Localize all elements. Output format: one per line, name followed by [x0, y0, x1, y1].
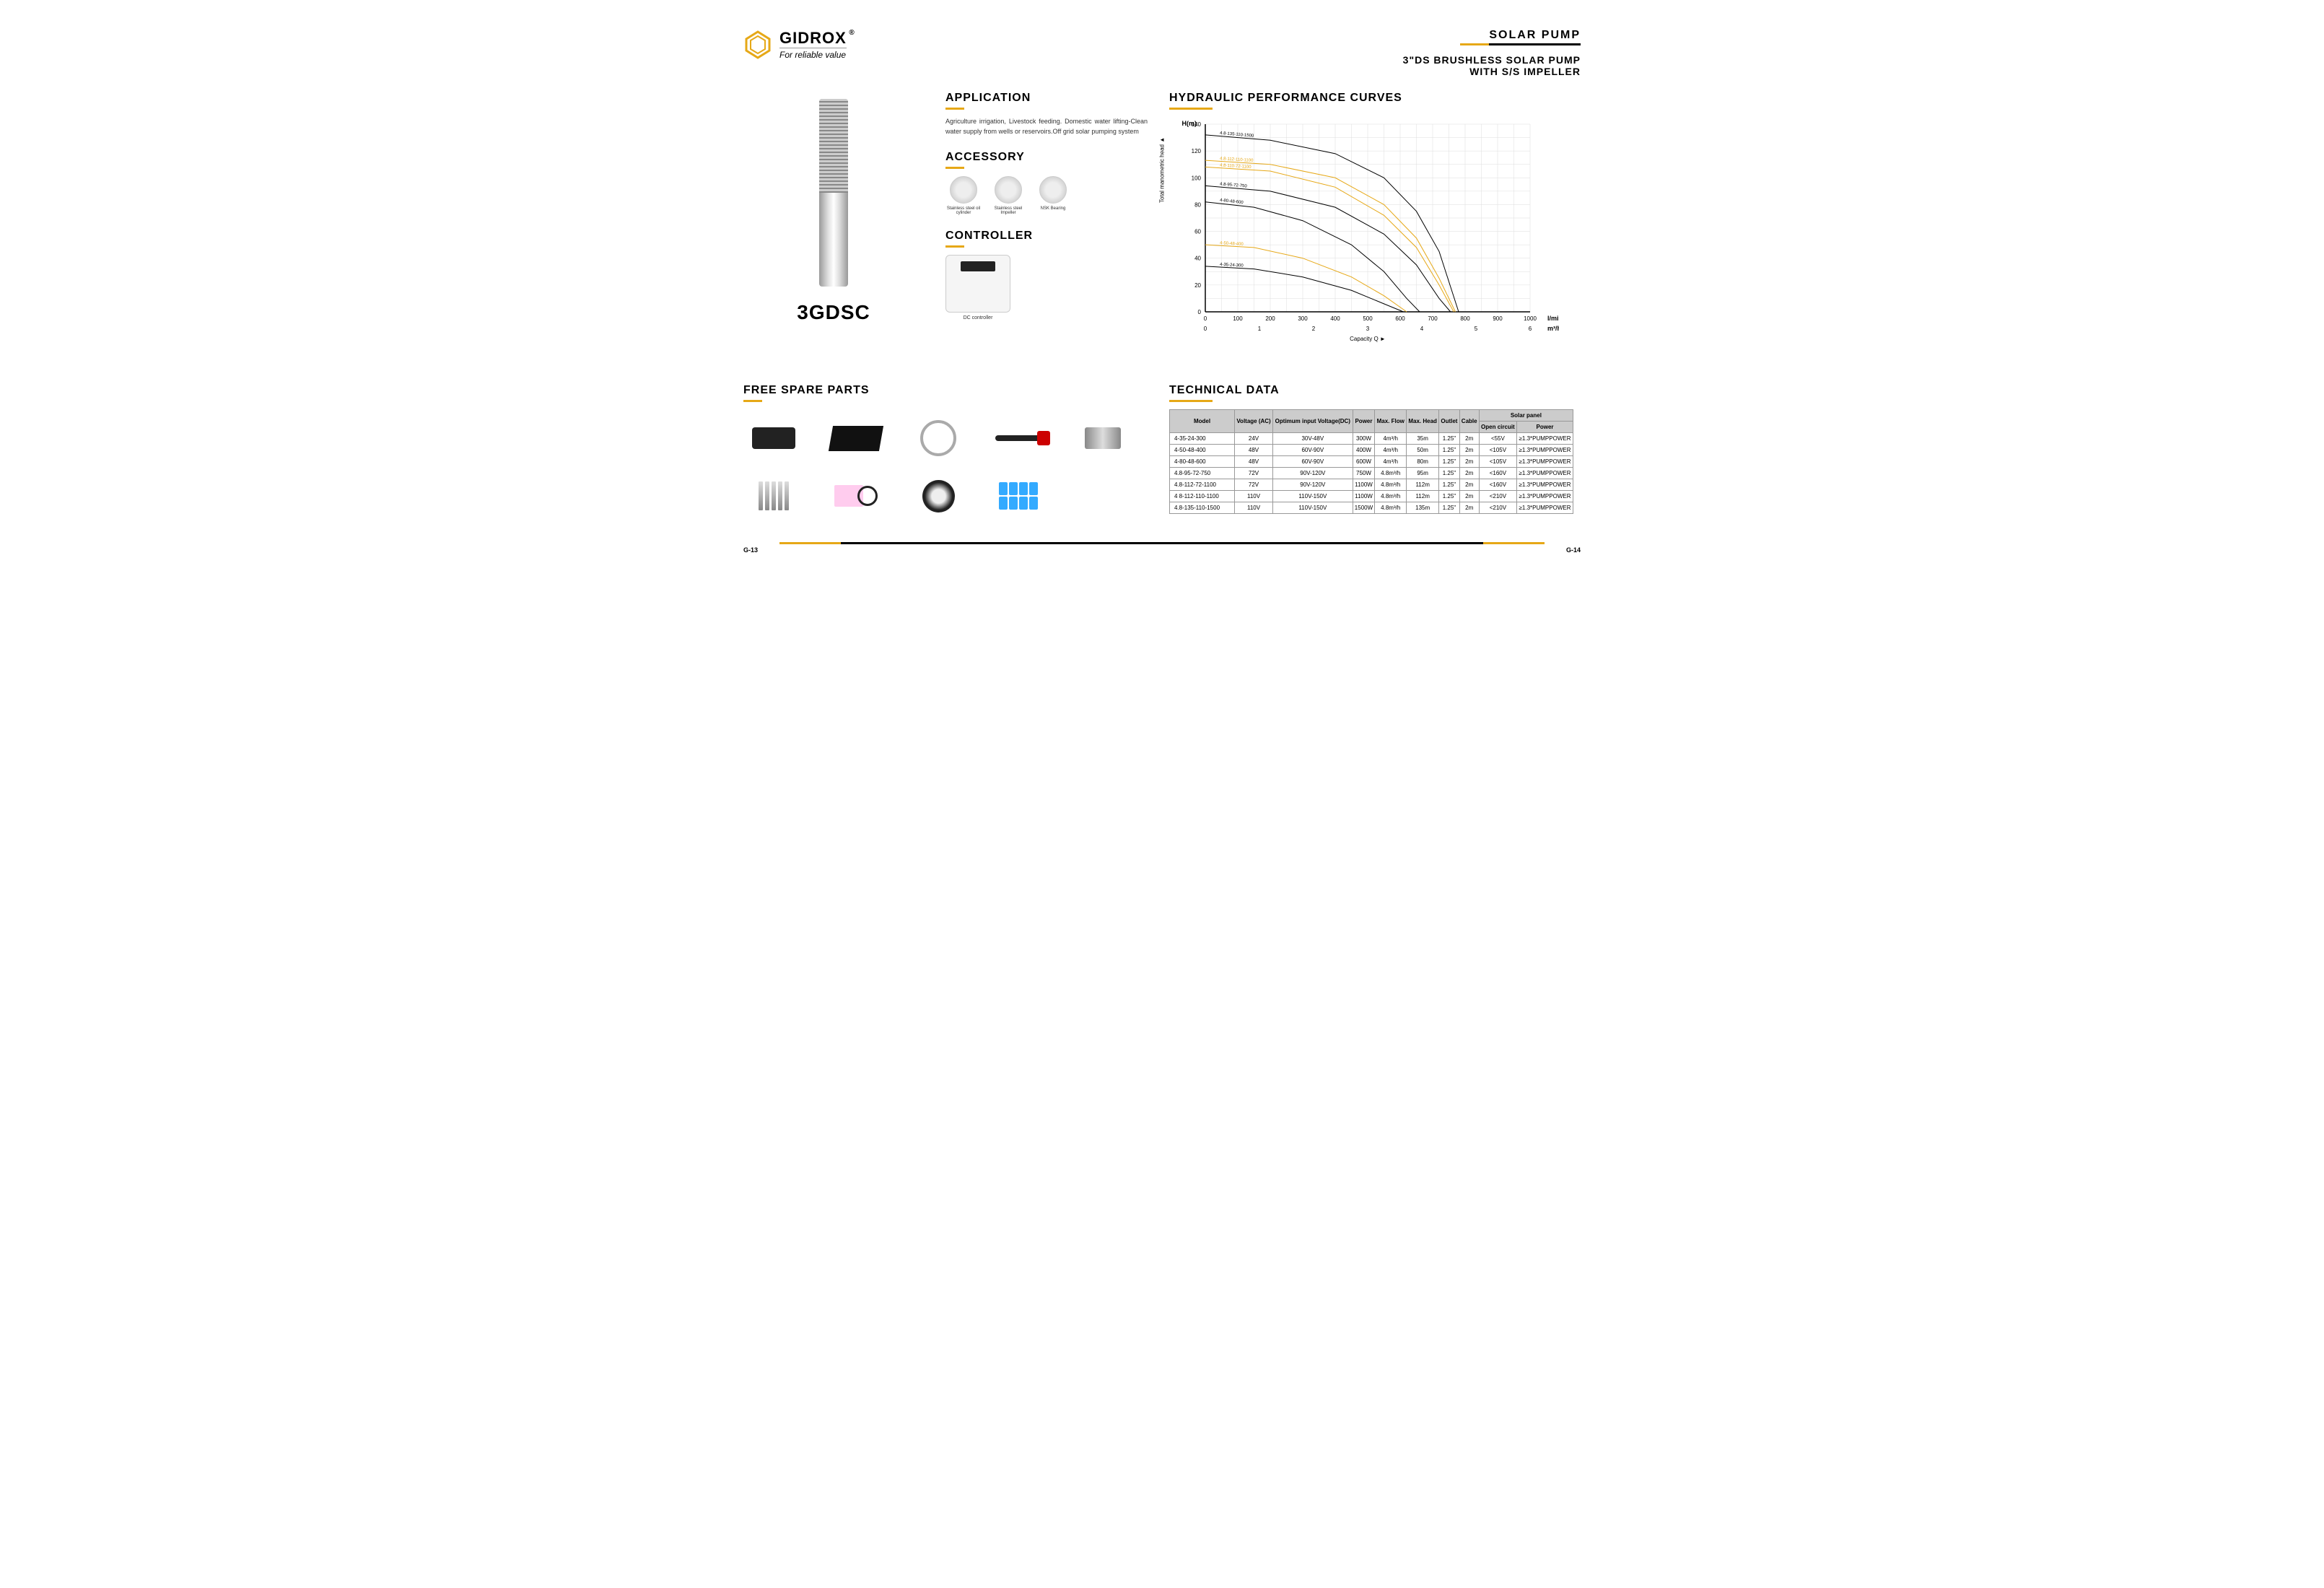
page-number-left: G-13	[743, 546, 758, 554]
spare-part	[995, 435, 1046, 441]
pump-image	[819, 99, 848, 287]
accessory-heading: ACCESSORY	[945, 151, 1148, 164]
performance-chart: Total manometric head ▲ 0204060801001201…	[1169, 117, 1559, 348]
subtitle-2: WITH S/S IMPELLER	[1403, 66, 1581, 77]
svg-text:4: 4	[1420, 326, 1424, 332]
header-right: SOLAR PUMP 3"DS BRUSHLESS SOLAR PUMP WIT…	[1403, 29, 1581, 77]
model-name: 3GDSC	[797, 301, 870, 324]
svg-text:2: 2	[1312, 326, 1316, 332]
svg-text:6: 6	[1529, 326, 1532, 332]
svg-text:900: 900	[1493, 315, 1503, 322]
spare-part	[857, 486, 878, 506]
application-heading: APPLICATION	[945, 92, 1148, 105]
controller-heading: CONTROLLER	[945, 230, 1148, 243]
svg-text:H(m): H(m)	[1182, 120, 1197, 127]
svg-text:0: 0	[1204, 326, 1207, 332]
svg-text:400: 400	[1330, 315, 1340, 322]
svg-text:0: 0	[1198, 309, 1202, 315]
svg-text:600: 600	[1395, 315, 1405, 322]
accessory-icon	[1039, 176, 1067, 204]
controller-label: DC controller	[945, 315, 1010, 320]
technical-data-table: ModelVoltage (AC)Optimum input Voltage(D…	[1169, 409, 1573, 514]
svg-text:700: 700	[1428, 315, 1438, 322]
application-text: Agriculture irrigation, Livestock feedin…	[945, 117, 1148, 136]
spare-part	[999, 482, 1042, 510]
spare-part	[920, 420, 956, 456]
accessory-label: Stainless steel oil cylinder	[945, 206, 982, 215]
svg-text:80: 80	[1194, 201, 1201, 208]
svg-text:500: 500	[1363, 315, 1373, 322]
spare-part	[759, 481, 789, 510]
svg-text:100: 100	[1192, 175, 1202, 181]
subtitle-1: 3"DS BRUSHLESS SOLAR PUMP	[1403, 54, 1581, 66]
svg-text:m³/h: m³/h	[1547, 325, 1559, 332]
spare-part	[922, 480, 955, 512]
controller-image	[945, 255, 1010, 313]
svg-text:0: 0	[1204, 315, 1207, 322]
spare-parts-grid	[743, 416, 1133, 518]
svg-text:1000: 1000	[1524, 315, 1537, 322]
accessory-label: NSK Bearing	[1035, 206, 1071, 211]
svg-text:3: 3	[1366, 326, 1370, 332]
svg-text:1: 1	[1258, 326, 1262, 332]
spare-part	[829, 426, 883, 451]
curves-heading: HYDRAULIC PERFORMANCE CURVES	[1169, 92, 1581, 105]
spare-part	[1085, 427, 1121, 449]
svg-text:40: 40	[1194, 256, 1201, 262]
svg-text:800: 800	[1460, 315, 1470, 322]
logo: GIDROX For reliable value	[743, 29, 847, 60]
svg-text:Capacity Q ►: Capacity Q ►	[1350, 336, 1386, 342]
spare-part	[752, 427, 795, 449]
svg-text:l/min: l/min	[1547, 315, 1559, 322]
svg-text:5: 5	[1475, 326, 1478, 332]
brand-name: GIDROX	[779, 29, 847, 48]
page-number-right: G-14	[1566, 546, 1581, 554]
accessory-icon	[950, 176, 977, 204]
logo-icon	[743, 30, 772, 59]
y-axis-label: Total manometric head ▲	[1159, 137, 1166, 203]
tech-heading: TECHNICAL DATA	[1169, 384, 1581, 397]
accessory-icon	[995, 176, 1022, 204]
spare-heading: FREE SPARE PARTS	[743, 384, 1148, 397]
svg-text:200: 200	[1265, 315, 1275, 322]
svg-text:100: 100	[1233, 315, 1243, 322]
svg-text:120: 120	[1192, 148, 1202, 154]
svg-text:20: 20	[1194, 282, 1201, 289]
svg-text:300: 300	[1298, 315, 1308, 322]
svg-text:60: 60	[1194, 229, 1201, 235]
accessory-row: Stainless steel oil cylinder Stainless s…	[945, 176, 1148, 215]
accessory-label: Stainless steel Impeller	[990, 206, 1026, 215]
brand-tagline: For reliable value	[779, 48, 847, 60]
category-title: SOLAR PUMP	[1489, 29, 1581, 45]
